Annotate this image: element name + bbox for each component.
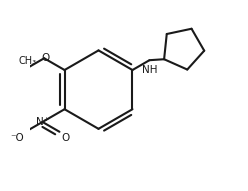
- Text: NH: NH: [142, 65, 157, 75]
- Text: CH₃: CH₃: [18, 56, 36, 66]
- Text: ⁻O: ⁻O: [11, 133, 25, 143]
- Text: O: O: [41, 53, 49, 63]
- Text: N⁺: N⁺: [36, 117, 49, 127]
- Text: O: O: [61, 133, 69, 143]
